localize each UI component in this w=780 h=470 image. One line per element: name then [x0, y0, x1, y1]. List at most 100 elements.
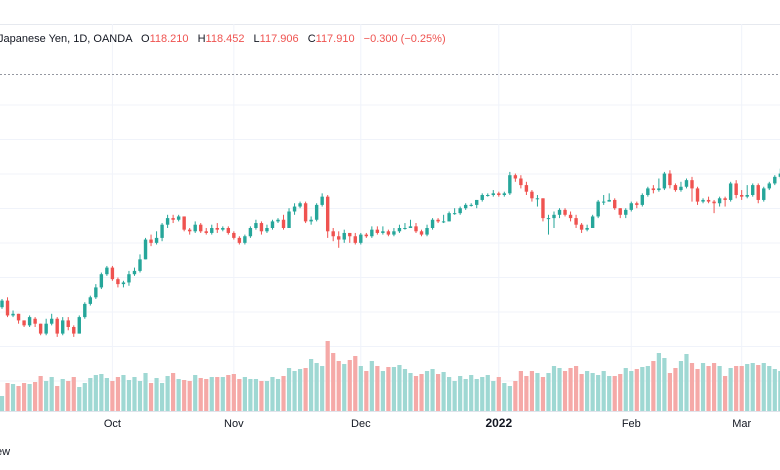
candle[interactable]	[88, 295, 93, 306]
candle[interactable]	[94, 284, 98, 299]
candle[interactable]	[756, 183, 760, 204]
candle[interactable]	[176, 214, 181, 222]
candle[interactable]	[232, 231, 236, 240]
candle[interactable]	[690, 176, 694, 202]
candle[interactable]	[601, 195, 606, 205]
candle[interactable]	[568, 211, 573, 222]
candle[interactable]	[353, 232, 357, 245]
candle[interactable]	[651, 185, 656, 194]
candle[interactable]	[552, 211, 556, 229]
candle[interactable]	[475, 199, 479, 209]
candles[interactable]	[0, 168, 780, 337]
candle[interactable]	[342, 229, 346, 243]
candle[interactable]	[221, 226, 225, 232]
candle[interactable]	[425, 224, 429, 237]
candle[interactable]	[486, 193, 490, 197]
candle[interactable]	[546, 214, 551, 235]
candle[interactable]	[463, 203, 468, 210]
candle[interactable]	[662, 171, 667, 191]
candle[interactable]	[513, 173, 518, 182]
candle[interactable]	[303, 201, 308, 224]
candle[interactable]	[635, 201, 639, 209]
candle[interactable]	[441, 214, 446, 224]
candle[interactable]	[22, 320, 26, 327]
candle[interactable]	[325, 195, 330, 238]
candle[interactable]	[607, 193, 611, 202]
candle[interactable]	[541, 198, 545, 222]
candle[interactable]	[359, 232, 363, 245]
candle[interactable]	[72, 325, 76, 337]
candle[interactable]	[254, 219, 258, 230]
candle[interactable]	[11, 310, 15, 318]
candle[interactable]	[138, 254, 142, 273]
candle[interactable]	[646, 186, 650, 197]
candle[interactable]	[585, 224, 589, 232]
candle[interactable]	[149, 234, 153, 247]
candle[interactable]	[519, 175, 523, 189]
candle[interactable]	[337, 231, 341, 248]
candle[interactable]	[386, 229, 391, 237]
candle[interactable]	[695, 186, 700, 205]
candle[interactable]	[171, 214, 175, 224]
candle[interactable]	[640, 193, 645, 207]
candle[interactable]	[778, 168, 780, 179]
candle[interactable]	[105, 265, 109, 276]
candle[interactable]	[613, 198, 617, 210]
candle[interactable]	[491, 190, 495, 197]
candle[interactable]	[728, 181, 733, 202]
candle[interactable]	[314, 203, 319, 222]
candle[interactable]	[55, 317, 59, 337]
candle[interactable]	[348, 232, 352, 243]
candle[interactable]	[762, 186, 766, 202]
candle[interactable]	[165, 214, 170, 228]
candle[interactable]	[624, 208, 628, 219]
candle[interactable]	[497, 191, 501, 197]
candle[interactable]	[193, 221, 197, 233]
candle[interactable]	[414, 223, 418, 233]
candle[interactable]	[502, 191, 507, 197]
candle[interactable]	[127, 270, 131, 286]
candle[interactable]	[381, 226, 385, 235]
candle[interactable]	[397, 224, 402, 233]
candle[interactable]	[590, 214, 595, 228]
candle[interactable]	[408, 219, 413, 228]
candle[interactable]	[364, 232, 369, 238]
candle[interactable]	[0, 298, 4, 309]
candle[interactable]	[49, 313, 54, 326]
candle[interactable]	[458, 206, 462, 215]
candle[interactable]	[204, 228, 208, 235]
candle[interactable]	[480, 193, 484, 202]
candle[interactable]	[99, 272, 104, 290]
candle[interactable]	[77, 315, 81, 334]
candle[interactable]	[143, 237, 148, 260]
candle[interactable]	[281, 214, 286, 230]
candle[interactable]	[121, 280, 126, 288]
candle[interactable]	[66, 317, 70, 331]
candle[interactable]	[27, 315, 32, 327]
candle[interactable]	[579, 223, 584, 233]
candle[interactable]	[83, 302, 87, 319]
candle[interactable]	[226, 226, 231, 235]
candle[interactable]	[452, 208, 457, 215]
candle[interactable]	[298, 201, 302, 209]
candle[interactable]	[469, 203, 473, 207]
candle[interactable]	[557, 208, 562, 219]
candle[interactable]	[270, 219, 275, 230]
candle[interactable]	[33, 317, 37, 327]
candle[interactable]	[767, 181, 771, 191]
candle[interactable]	[563, 208, 567, 217]
candle[interactable]	[684, 178, 689, 189]
candle[interactable]	[210, 224, 214, 235]
candle[interactable]	[712, 199, 716, 214]
candle[interactable]	[403, 223, 407, 230]
candle[interactable]	[38, 323, 43, 336]
candle[interactable]	[160, 223, 164, 242]
candle[interactable]	[5, 297, 10, 318]
candle[interactable]	[596, 199, 600, 219]
candle[interactable]	[331, 228, 335, 242]
candle[interactable]	[574, 214, 578, 228]
candle[interactable]	[243, 234, 247, 245]
candle[interactable]	[673, 183, 678, 192]
